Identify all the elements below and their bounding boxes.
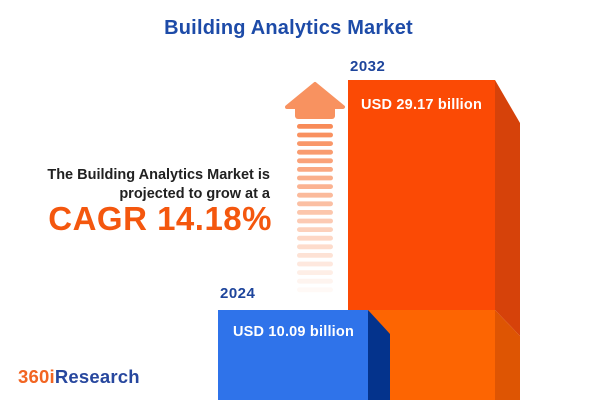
arrow-stripe <box>297 235 333 241</box>
arrow-stripe <box>297 175 333 181</box>
bar-label-2024: 2024 <box>220 285 256 302</box>
arrow-stripe <box>297 132 333 138</box>
arrow-stripe <box>297 184 333 189</box>
tagline-line2: projected to grow at a <box>119 186 270 202</box>
growth-arrow-icon <box>285 82 345 293</box>
arrow-stripe <box>297 141 333 146</box>
arrow-stripe <box>297 158 333 164</box>
bar-2032-base-side <box>495 310 520 400</box>
arrow-stripe <box>297 167 333 172</box>
arrow-stripe <box>297 124 333 129</box>
tagline-text: The Building Analytics Market is project… <box>0 166 270 204</box>
logo-part-research: Research <box>54 366 140 387</box>
arrow-stripe <box>297 270 333 275</box>
arrow-stripe <box>297 278 333 284</box>
bar-2032-face <box>348 80 495 310</box>
bar-2024-face <box>218 310 368 400</box>
tagline-line1: The Building Analytics Market is <box>47 167 270 183</box>
arrow-stripe <box>297 210 333 215</box>
arrow-stripes <box>297 124 333 293</box>
bar-value-2024: USD 10.09 billion <box>232 324 355 340</box>
cagr-value: CAGR 14.18% <box>48 200 272 237</box>
bar-value-2032: USD 29.17 billion <box>360 97 483 113</box>
arrow-stripe <box>297 218 333 224</box>
arrow-stripe <box>297 192 333 198</box>
arrow-stripe <box>297 149 333 155</box>
arrow-stripe <box>297 253 333 258</box>
bar-2032-side <box>495 80 520 336</box>
bar-2024 <box>218 310 390 400</box>
arrow-stripe <box>297 261 333 267</box>
arrow-stripe <box>297 201 333 207</box>
bar-2032 <box>348 80 520 336</box>
arrow-neck <box>295 103 335 119</box>
arrow-stripe <box>297 287 333 293</box>
brand-logo: 360iResearch <box>18 366 140 388</box>
bar-2024-side <box>368 310 390 400</box>
logo-part-360i: 360i <box>18 366 55 387</box>
arrow-stripe <box>297 227 333 232</box>
bar-label-2032: 2032 <box>350 58 386 75</box>
page-title: Building Analytics Market <box>164 17 413 39</box>
arrow-stripe <box>297 244 333 250</box>
